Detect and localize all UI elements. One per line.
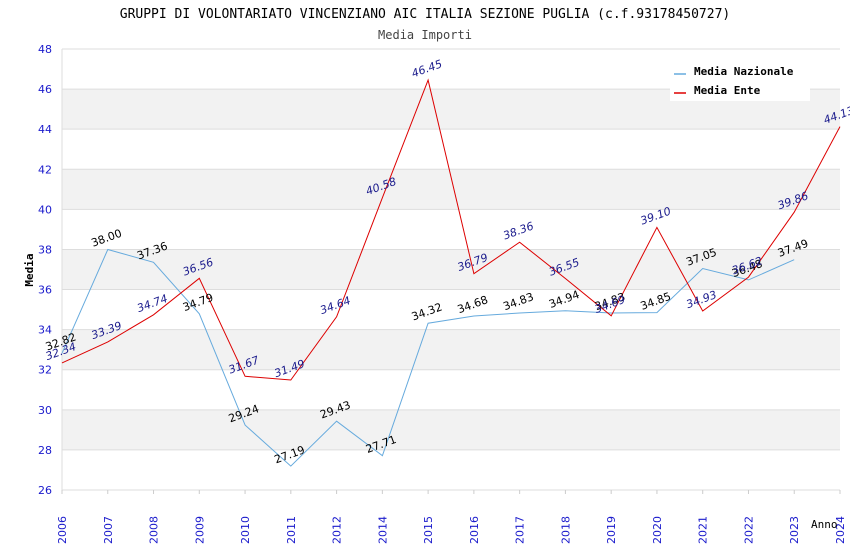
y-tick-label: 26: [38, 484, 52, 497]
data-label-nazionale: 34.32: [410, 300, 444, 323]
x-tick-label: 2016: [468, 516, 481, 544]
x-tick-label: 2018: [559, 516, 572, 544]
data-label-ente: 38.36: [501, 219, 535, 242]
series-lines: [61, 78, 841, 467]
data-label-ente: 34.93: [684, 288, 718, 311]
legend-label-nazionale: Media Nazionale: [694, 65, 794, 78]
y-tick-label: 32: [38, 364, 52, 377]
x-tick-label: 2022: [742, 516, 755, 544]
y-tick-label: 40: [38, 203, 52, 216]
plot-band: [62, 329, 840, 370]
x-tick-label: 2009: [193, 516, 206, 544]
x-axis-ticks: 2006 2007 2008 2009 2010 2011 2012 2014 2015 2016…: [56, 490, 847, 544]
x-tick-label: 2006: [56, 516, 69, 544]
grid-lines: [61, 48, 840, 491]
data-label-ente: 34.64: [318, 294, 352, 317]
x-tick-label: 2012: [331, 516, 344, 544]
x-tick-label: 2010: [239, 516, 252, 544]
x-tick-label: 2011: [285, 516, 298, 544]
data-label-nazionale: 34.83: [501, 290, 535, 313]
x-tick-label: 2020: [651, 516, 664, 544]
data-label-nazionale: 34.68: [456, 293, 490, 316]
data-label-nazionale: 38.00: [90, 227, 124, 250]
y-axis-ticks: 26 28 30 32 34 36 38 40 42 44 46 48: [38, 43, 52, 497]
plot-band: [62, 409, 840, 450]
y-tick-label: 46: [38, 83, 52, 96]
x-tick-label: 2007: [102, 516, 115, 544]
legend: Media Nazionale Media Ente: [670, 59, 810, 101]
x-tick-label: 2023: [788, 516, 801, 544]
data-label-nazionale: 34.94: [547, 288, 581, 311]
plot-bands: [62, 89, 840, 450]
x-tick-label: 2019: [605, 516, 618, 544]
x-tick-label: 2021: [697, 516, 710, 544]
data-label-nazionale: 34.79: [181, 291, 215, 314]
x-tick-label: 2017: [514, 516, 527, 544]
y-axis-label: Media: [23, 253, 36, 286]
plot-band: [62, 249, 840, 290]
data-label-nazionale: 34.85: [639, 290, 673, 313]
legend-box: [670, 59, 810, 101]
chart-title: GRUPPI DI VOLONTARIATO VINCENZIANO AIC I…: [120, 7, 730, 22]
y-tick-label: 30: [38, 404, 52, 417]
chart-subtitle: Media Importi: [378, 28, 472, 42]
y-tick-label: 36: [38, 284, 52, 297]
x-axis-label: Anno: [811, 518, 838, 531]
y-tick-label: 38: [38, 243, 52, 256]
line-media-nazionale: [61, 248, 795, 467]
y-tick-label: 42: [38, 163, 52, 176]
x-tick-label: 2015: [422, 516, 435, 544]
data-label-ente: 46.45: [410, 57, 444, 80]
x-tick-label: 2024: [834, 516, 847, 544]
y-tick-label: 48: [38, 43, 52, 56]
y-tick-label: 28: [38, 444, 52, 457]
y-tick-label: 34: [38, 324, 52, 337]
data-label-ente: 34.74: [135, 292, 169, 315]
x-tick-label: 2014: [376, 516, 389, 544]
legend-label-ente: Media Ente: [694, 84, 761, 97]
x-tick-label: 2008: [148, 516, 161, 544]
y-tick-label: 44: [38, 123, 52, 136]
line-media-ente: [61, 78, 841, 381]
